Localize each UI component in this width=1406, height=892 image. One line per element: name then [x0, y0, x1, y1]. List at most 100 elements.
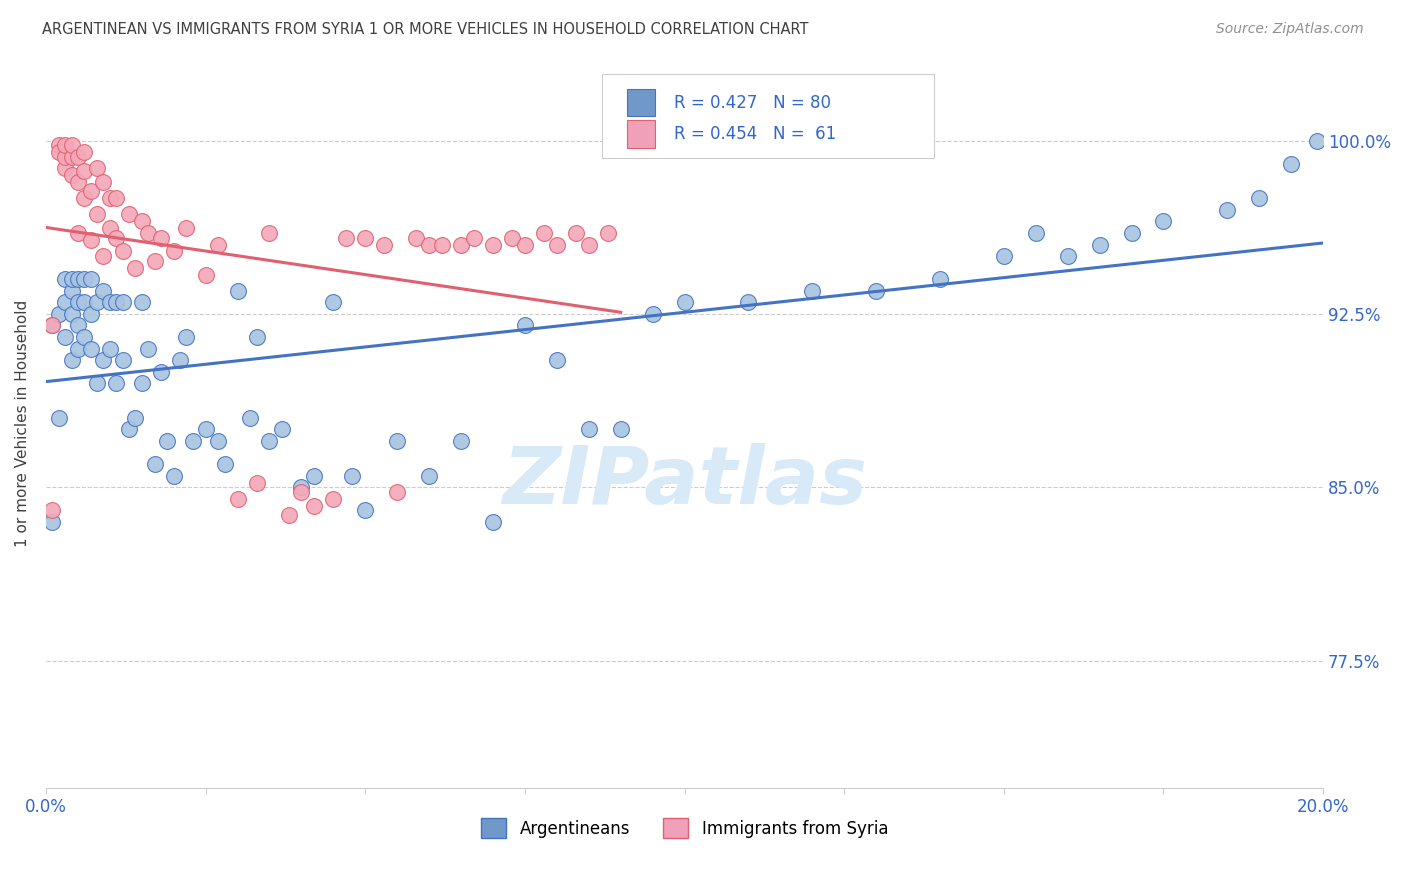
Point	[354, 230, 377, 244]
Point	[111, 244, 134, 259]
Point	[66, 318, 89, 333]
Point	[226, 491, 249, 506]
Point	[335, 230, 357, 244]
Point	[1216, 202, 1239, 217]
Point	[98, 221, 121, 235]
Point	[207, 237, 229, 252]
Point	[118, 423, 141, 437]
Point	[66, 272, 89, 286]
Point	[41, 318, 63, 333]
Point	[194, 268, 217, 282]
Point	[66, 295, 89, 310]
Point	[60, 284, 83, 298]
Point	[53, 330, 76, 344]
Point	[342, 468, 364, 483]
Point	[929, 272, 952, 286]
Point	[136, 342, 159, 356]
Legend: Argentineans, Immigrants from Syria: Argentineans, Immigrants from Syria	[474, 812, 894, 845]
Point	[105, 230, 128, 244]
Point	[290, 484, 312, 499]
Point	[176, 221, 198, 235]
Point	[609, 423, 631, 437]
Point	[136, 226, 159, 240]
Point	[53, 272, 76, 286]
Text: R = 0.454   N =  61: R = 0.454 N = 61	[675, 125, 837, 143]
Point	[111, 353, 134, 368]
Point	[79, 233, 101, 247]
Point	[48, 138, 70, 153]
Text: ZIPatlas: ZIPatlas	[502, 443, 868, 521]
Point	[48, 307, 70, 321]
Point	[98, 191, 121, 205]
Point	[60, 138, 83, 153]
Point	[79, 307, 101, 321]
Point	[207, 434, 229, 448]
Point	[73, 295, 96, 310]
Point	[86, 207, 108, 221]
Point	[60, 150, 83, 164]
Point	[124, 260, 146, 275]
Point	[124, 411, 146, 425]
Point	[73, 330, 96, 344]
Point	[385, 484, 408, 499]
Point	[214, 457, 236, 471]
Point	[41, 318, 63, 333]
Point	[156, 434, 179, 448]
Point	[118, 207, 141, 221]
Point	[373, 237, 395, 252]
Point	[1249, 191, 1271, 205]
Point	[73, 191, 96, 205]
Point	[737, 295, 759, 310]
Point	[98, 295, 121, 310]
Point	[53, 161, 76, 176]
Point	[181, 434, 204, 448]
Point	[149, 230, 172, 244]
Point	[53, 295, 76, 310]
Y-axis label: 1 or more Vehicles in Household: 1 or more Vehicles in Household	[15, 300, 30, 548]
Point	[1279, 156, 1302, 170]
Point	[993, 249, 1015, 263]
Point	[673, 295, 696, 310]
Text: R = 0.427   N = 80: R = 0.427 N = 80	[675, 94, 831, 112]
Point	[259, 434, 281, 448]
Point	[418, 468, 440, 483]
Point	[73, 145, 96, 159]
Point	[546, 353, 568, 368]
Point	[149, 365, 172, 379]
Point	[482, 515, 505, 529]
Point	[143, 457, 166, 471]
Point	[450, 434, 472, 448]
Point	[405, 230, 427, 244]
Point	[226, 284, 249, 298]
Point	[93, 175, 115, 189]
Point	[163, 468, 186, 483]
Point	[60, 272, 83, 286]
Point	[105, 376, 128, 391]
Point	[105, 295, 128, 310]
Point	[1056, 249, 1078, 263]
Point	[66, 175, 89, 189]
Point	[482, 237, 505, 252]
FancyBboxPatch shape	[602, 74, 934, 158]
Point	[111, 295, 134, 310]
Point	[105, 191, 128, 205]
Point	[93, 249, 115, 263]
Point	[418, 237, 440, 252]
Text: ARGENTINEAN VS IMMIGRANTS FROM SYRIA 1 OR MORE VEHICLES IN HOUSEHOLD CORRELATION: ARGENTINEAN VS IMMIGRANTS FROM SYRIA 1 O…	[42, 22, 808, 37]
Point	[430, 237, 453, 252]
Point	[48, 411, 70, 425]
Point	[1306, 134, 1329, 148]
Point	[290, 480, 312, 494]
Point	[533, 226, 555, 240]
Point	[60, 168, 83, 182]
Point	[302, 468, 325, 483]
Point	[501, 230, 523, 244]
Point	[354, 503, 377, 517]
Point	[41, 515, 63, 529]
Point	[79, 272, 101, 286]
FancyBboxPatch shape	[627, 120, 655, 148]
Point	[450, 237, 472, 252]
Point	[73, 163, 96, 178]
Point	[143, 253, 166, 268]
Point	[302, 499, 325, 513]
